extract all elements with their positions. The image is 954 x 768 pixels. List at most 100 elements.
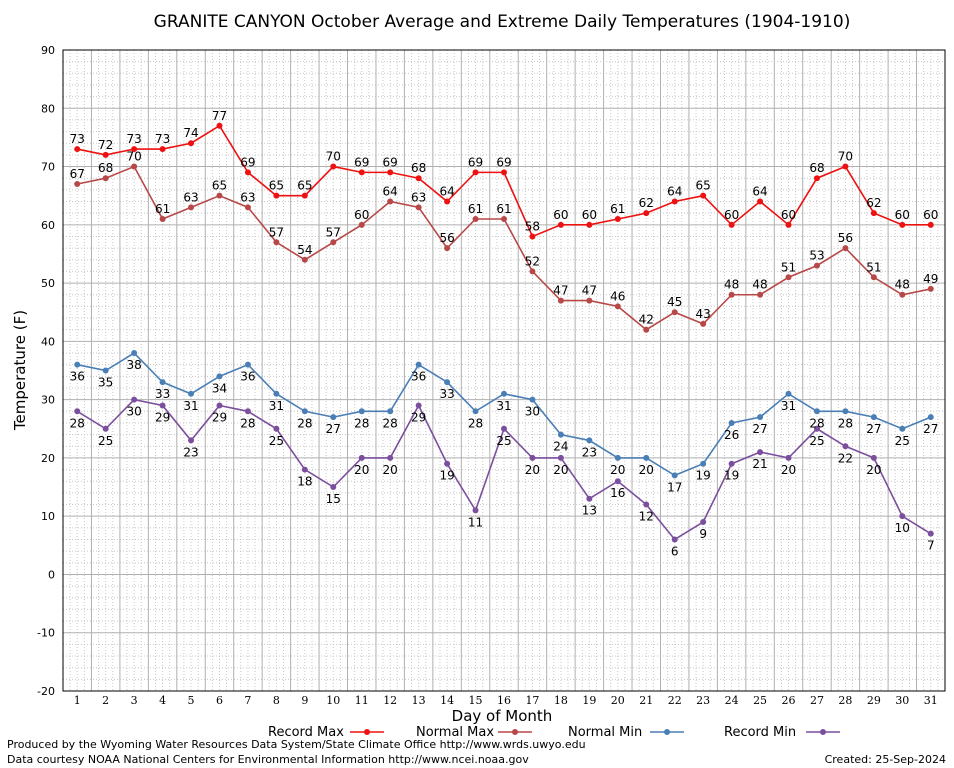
x-tick-label: 3 [131, 694, 138, 707]
legend-swatch-marker [820, 729, 826, 735]
data-label: 68 [98, 161, 113, 175]
data-point [131, 163, 138, 170]
data-point [927, 414, 934, 421]
data-point [785, 221, 792, 228]
data-point [330, 239, 337, 246]
data-label: 47 [582, 284, 597, 298]
data-label: 60 [724, 208, 739, 222]
data-label: 25 [895, 434, 910, 448]
legend-label: Normal Min [568, 725, 642, 740]
data-label: 35 [98, 376, 113, 390]
data-label: 30 [126, 405, 141, 419]
data-label: 9 [699, 527, 707, 541]
data-point [358, 169, 365, 176]
data-label: 57 [326, 225, 341, 239]
data-point [842, 245, 849, 252]
data-label: 69 [496, 155, 511, 169]
data-point [614, 454, 621, 461]
data-point [131, 146, 138, 153]
data-point [358, 408, 365, 415]
data-point [927, 221, 934, 228]
data-label: 18 [297, 475, 312, 489]
legend-label: Normal Max [416, 725, 494, 740]
data-point [785, 454, 792, 461]
data-point [387, 454, 394, 461]
data-label: 48 [724, 278, 739, 292]
data-point [159, 402, 166, 409]
x-tick-label: 21 [639, 694, 653, 707]
data-point [244, 361, 251, 368]
data-label: 22 [838, 451, 853, 465]
data-label: 38 [126, 358, 141, 372]
data-label: 58 [525, 219, 540, 233]
data-point [899, 291, 906, 298]
data-point [415, 402, 422, 409]
y-tick-label: 10 [41, 510, 55, 523]
data-label: 56 [838, 231, 853, 245]
data-point [728, 291, 735, 298]
data-label: 19 [439, 469, 454, 483]
y-tick-label: 50 [41, 277, 55, 290]
data-label: 13 [582, 504, 597, 518]
data-point [501, 425, 507, 432]
data-point [244, 204, 251, 211]
y-tick-label: 0 [48, 568, 55, 581]
data-point [415, 175, 422, 182]
data-point [301, 256, 308, 263]
data-point [728, 419, 735, 426]
data-label: 60 [354, 208, 369, 222]
data-label: 29 [411, 410, 426, 424]
legend-label: Record Min [724, 725, 796, 740]
data-point [671, 472, 678, 479]
data-point [586, 495, 593, 502]
x-tick-label: 17 [525, 694, 539, 707]
data-label: 69 [240, 155, 255, 169]
data-point [870, 274, 877, 281]
data-point [700, 519, 707, 526]
data-label: 51 [866, 260, 881, 274]
x-tick-label: 20 [611, 694, 625, 707]
data-point [586, 221, 593, 228]
data-point [387, 198, 394, 205]
data-point [927, 530, 934, 537]
x-tick-label: 5 [188, 694, 195, 707]
data-label: 48 [895, 278, 910, 292]
x-tick-label: 11 [355, 694, 369, 707]
data-label: 69 [354, 155, 369, 169]
data-label: 65 [212, 179, 227, 193]
data-label: 25 [496, 434, 511, 448]
footer-producer: Produced by the Wyoming Water Resources … [7, 738, 586, 751]
data-point [700, 460, 707, 467]
data-point [188, 140, 195, 147]
data-label: 20 [354, 463, 369, 477]
data-point [813, 425, 820, 432]
data-point [757, 291, 764, 298]
data-label: 65 [297, 179, 312, 193]
data-label: 31 [496, 399, 511, 413]
x-tick-label: 28 [838, 694, 852, 707]
data-point [529, 454, 536, 461]
data-point [813, 262, 820, 269]
data-label: 65 [269, 179, 284, 193]
data-point [74, 361, 81, 368]
data-point [358, 454, 365, 461]
data-label: 72 [98, 138, 113, 152]
data-point [813, 175, 820, 182]
data-label: 33 [439, 387, 454, 401]
x-tick-label: 4 [159, 694, 166, 707]
data-point [330, 484, 337, 491]
x-tick-label: 27 [810, 694, 824, 707]
data-label: 46 [610, 289, 625, 303]
data-label: 61 [610, 202, 625, 216]
data-label: 60 [582, 208, 597, 222]
data-label: 27 [866, 422, 881, 436]
y-tick-label: 20 [41, 452, 55, 465]
data-label: 17 [667, 480, 682, 494]
data-label: 73 [70, 132, 85, 146]
data-label: 45 [667, 295, 682, 309]
data-point [472, 169, 479, 176]
x-tick-label: 6 [216, 694, 223, 707]
data-label: 61 [155, 202, 170, 216]
data-label: 63 [411, 190, 426, 204]
